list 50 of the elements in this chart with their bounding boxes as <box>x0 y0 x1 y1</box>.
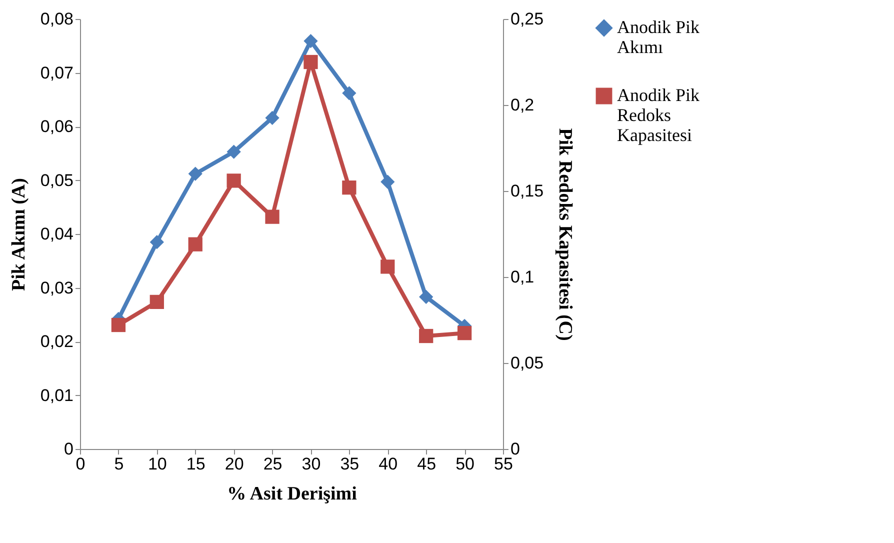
point <box>304 54 318 70</box>
legend-label: Anodik Pik Akımı <box>617 17 700 57</box>
legend-label: Anodik Pik Redoks Kapasitesi <box>617 85 700 145</box>
x-tick-label: 20 <box>224 454 244 474</box>
x-tick-label: 55 <box>494 454 513 474</box>
y-tick-label: 0,07 <box>40 63 74 82</box>
y-tick-label: 0,02 <box>40 332 74 351</box>
y-tick-label: 0,05 <box>40 170 74 190</box>
point <box>188 166 202 181</box>
point <box>226 144 241 159</box>
y-tick-label: 0,03 <box>40 278 74 298</box>
x-tick-label: 10 <box>148 454 167 474</box>
x-tick-label: 45 <box>417 454 436 474</box>
x-tick-label: 40 <box>378 454 398 474</box>
x-tick-label: 50 <box>456 454 475 474</box>
x-tick-label: 25 <box>263 454 282 474</box>
y-tick-label: 0 <box>64 440 74 458</box>
y-axis-title: Pik Akımı (A) <box>8 178 30 291</box>
x-tick-label: 35 <box>340 454 360 474</box>
x-tick-label: 15 <box>186 454 206 474</box>
point <box>457 326 472 340</box>
y2-tick-label: 0 <box>510 440 520 458</box>
point <box>342 180 356 195</box>
x-tick-label: 0 <box>76 454 86 474</box>
point <box>226 174 241 188</box>
point <box>342 86 356 100</box>
point <box>419 328 434 344</box>
x-axis-title: % Asit Derişimi <box>227 484 357 504</box>
x-tick-label: 5 <box>114 454 124 474</box>
point <box>111 318 126 332</box>
point <box>380 260 395 274</box>
point <box>304 34 318 48</box>
point <box>265 210 280 224</box>
y-tick-label: 0,08 <box>40 10 74 28</box>
x-tick-label: 30 <box>302 454 321 474</box>
y2-tick-label: 0,1 <box>510 268 534 286</box>
point <box>419 290 434 304</box>
y2-axis-title: Pik Redoks Kapasitesi (C) <box>554 128 576 341</box>
y2-tick-label: 0,05 <box>510 354 544 372</box>
y2-tick-label: 0,15 <box>510 182 544 200</box>
y-tick-label: 0,01 <box>40 386 74 405</box>
point <box>150 234 164 250</box>
point <box>150 294 164 310</box>
point <box>265 110 280 125</box>
y-tick-label: 0,04 <box>40 224 74 244</box>
y2-tick-label: 0,2 <box>510 96 534 114</box>
point <box>188 237 202 252</box>
y-tick-label: 0,06 <box>40 117 74 136</box>
point <box>380 174 395 189</box>
y2-tick-label: 0,25 <box>510 10 544 28</box>
